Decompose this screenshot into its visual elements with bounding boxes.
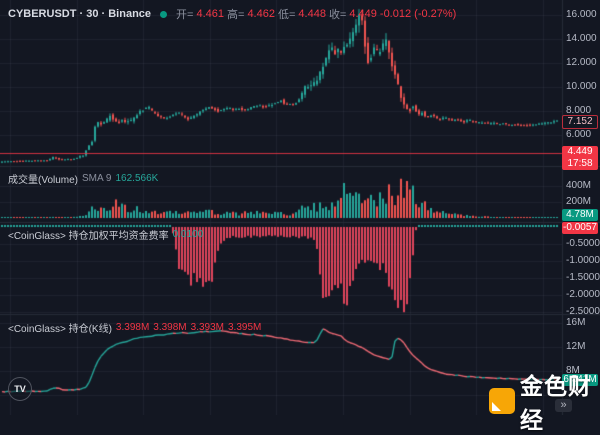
main-pane-legend: CYBERUSDT · 30 · Binance 开= 4.461 高= 4.462… [8, 6, 456, 22]
oi-axis-label: 8M [566, 365, 580, 376]
low-label: 低= [277, 9, 296, 21]
volume-title[interactable]: 成交量(Volume) [8, 175, 79, 186]
close-label: 收= [328, 9, 347, 21]
oi-axis-label: 12M [566, 341, 586, 352]
current-oi-label: 6.541M [562, 374, 598, 386]
oi-open-value: 3.398M [115, 322, 150, 333]
low-value: 4.448 [298, 8, 326, 20]
volume-sma-value: 162.566K [115, 173, 159, 184]
funding-pane-legend: <CoinGlass> 持仓加权平均资金费率 0.0100 [8, 227, 203, 242]
funding-axis-label: -1.0000 [566, 255, 600, 266]
watermark-text: 金色财经 [520, 373, 592, 433]
funding-value: 0.0100 [172, 229, 204, 240]
volume-axis-label: 400M [566, 180, 592, 191]
current-price-value: 4.449 [567, 146, 593, 157]
price-axis-label: 16.000 [566, 9, 597, 20]
bar-countdown: 17:58 [567, 158, 593, 169]
price-axis-label: 8.000 [566, 105, 592, 116]
watermark: 金色财经 [489, 367, 600, 435]
funding-axis-label: -0.5000 [566, 238, 600, 249]
price-axis-label: 10.000 [566, 81, 597, 92]
funding-axis-label: -2.5000 [566, 306, 600, 317]
open-label: 开= [176, 9, 194, 21]
oi-low-value: 3.393M [190, 322, 224, 333]
volume-pane-legend: 成交量(Volume) SMA 9 162.566K [8, 171, 158, 186]
chart-canvas[interactable] [0, 0, 600, 415]
funding-axis-label: -1.5000 [566, 272, 600, 283]
price-axis-label: 12.000 [566, 57, 597, 68]
current-price-label: 4.449 17:58 [562, 146, 598, 170]
tradingview-logo-glyph: TV [14, 384, 26, 394]
oi-title[interactable]: <CoinGlass> 持仓(K线) [8, 324, 112, 335]
current-funding-label: -0.0057 [562, 222, 598, 234]
volume-axis-label: 200M [566, 196, 592, 207]
high-value: 4.462 [247, 8, 275, 20]
high-label: 高= [227, 9, 245, 21]
price-axis-label: 14.000 [566, 33, 597, 44]
goto-realtime-button[interactable]: » [555, 399, 572, 412]
funding-axis-label: -2.0000 [566, 289, 600, 300]
close-value: 4.449 [349, 8, 377, 20]
double-chevron-right-icon: » [560, 399, 567, 411]
symbol-title[interactable]: CYBERUSDT · 30 · Binance [8, 8, 152, 20]
jinse-finance-logo-icon [489, 388, 515, 414]
open-value: 4.461 [196, 8, 224, 20]
oi-pane-legend: <CoinGlass> 持仓(K线) 3.398M 3.398M 3.393M … [8, 320, 261, 335]
current-volume-label: 4.78M [562, 209, 598, 221]
oi-axis-label: 16M [566, 317, 586, 328]
volume-sma-label: SMA 9 [82, 173, 112, 184]
funding-title[interactable]: <CoinGlass> 持仓加权平均资金费率 [8, 231, 169, 242]
price-axis-label: 6.000 [566, 129, 592, 140]
market-status-dot[interactable] [160, 10, 168, 18]
oi-close-value: 3.395M [228, 322, 262, 333]
last-visible-price-label: 7.152 [562, 115, 598, 129]
tradingview-logo[interactable]: TV [8, 377, 32, 401]
change-value: -0.012 (-0.27%) [379, 8, 457, 20]
oi-high-value: 3.398M [153, 322, 187, 333]
